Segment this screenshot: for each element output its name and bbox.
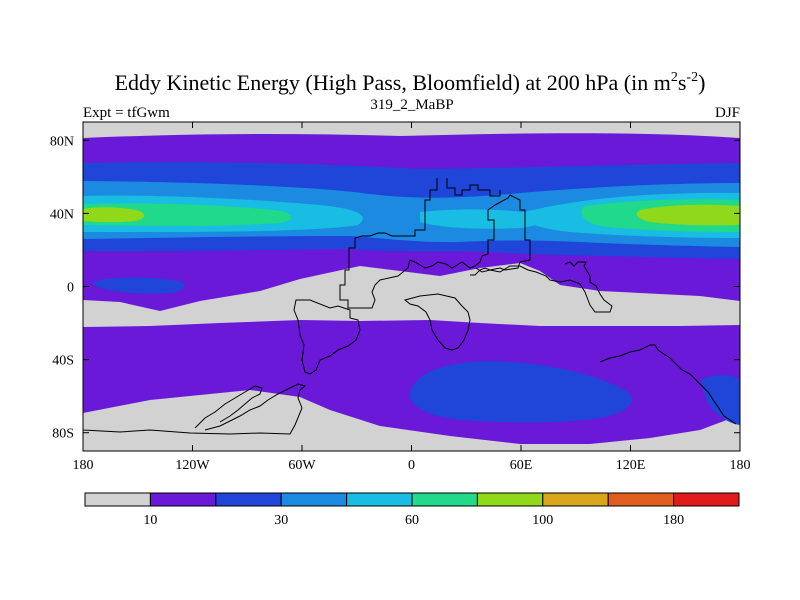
level-45-60-central [420, 209, 544, 229]
y-tick-label: 40S [52, 354, 74, 369]
x-tick-label: 60W [288, 458, 316, 473]
level-20-30-indian-ocean [409, 361, 632, 423]
x-tick-label: 180 [730, 458, 751, 473]
right-subtitle: DJF [715, 105, 740, 121]
x-tick-label: 180 [73, 458, 94, 473]
colorbar-box [84, 492, 151, 507]
colorbar-label: 10 [143, 513, 157, 528]
coastlines [83, 178, 737, 435]
level-80-100 [83, 204, 740, 226]
y-axis: 80N 40N 0 40S 80S [50, 134, 740, 442]
center-subtitle: 319_2_MaBP [370, 97, 453, 113]
colorbar-box [476, 492, 544, 507]
chart-title: Eddy Kinetic Energy (High Pass, Bloomfie… [115, 70, 706, 95]
colorbar-box [215, 492, 282, 507]
colorbar-box [411, 492, 478, 507]
colorbar-label: 180 [663, 513, 684, 528]
x-tick-label: 120W [175, 458, 210, 473]
coastline-north-america [339, 178, 531, 309]
level-80-100-atlantic-peak [636, 204, 740, 226]
level-80-100-pacific-peak [83, 207, 145, 223]
level-20-30-east-pacific [700, 375, 740, 425]
coastline-south-america [293, 299, 361, 375]
colorbar-label: 30 [274, 513, 288, 528]
colorbar-box [149, 492, 217, 507]
colorbar-box [673, 492, 740, 507]
coastline-antarctica [83, 383, 307, 435]
colorbar-box [280, 492, 348, 507]
y-tick-label: 80N [50, 134, 74, 149]
x-axis: 180 120W 60W 0 60E 120E 180 [73, 122, 751, 473]
left-subtitle: Expt = tfGwm [83, 105, 170, 121]
y-tick-label: 0 [67, 281, 74, 296]
y-tick-label: 80S [52, 427, 74, 442]
colorbar-labels: 10 30 60 100 180 [143, 513, 684, 528]
coastline-eurasia [475, 261, 613, 313]
coastline-antarctic-peninsula [194, 385, 263, 429]
colorbar-label: 100 [532, 513, 553, 528]
colorbar-label: 60 [405, 513, 419, 528]
coastline-greenland-fragments [446, 178, 501, 197]
x-tick-label: 0 [408, 458, 415, 473]
field-layer [83, 122, 740, 451]
colorbar-box [542, 492, 609, 507]
y-tick-label: 40N [50, 207, 74, 222]
x-tick-label: 120E [616, 458, 646, 473]
coastline-australia-region [599, 344, 737, 425]
x-tick-label: 60E [510, 458, 533, 473]
colorbar [84, 492, 740, 507]
coastline-africa [403, 293, 471, 351]
level-20-30-pacific-patch [92, 277, 185, 294]
colorbar-box [346, 492, 413, 507]
colorbar-box [607, 492, 675, 507]
